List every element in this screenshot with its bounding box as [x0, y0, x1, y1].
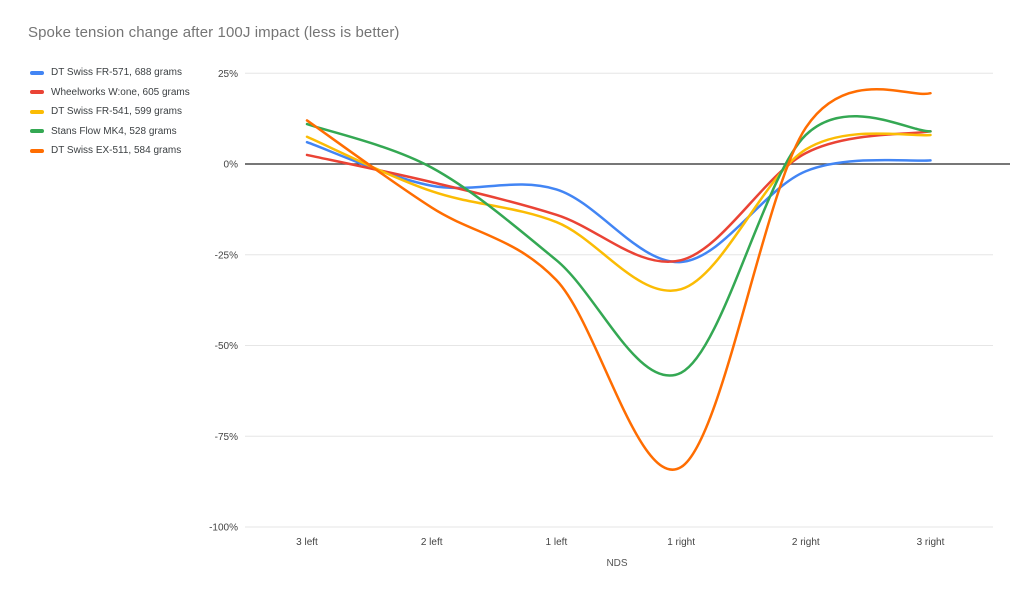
x-tick-label: 1 left [546, 537, 568, 548]
legend-item[interactable]: DT Swiss FR-541, 599 grams [30, 102, 190, 122]
y-tick-label: 25% [218, 69, 238, 80]
legend-swatch [30, 109, 44, 114]
series-lines [305, 88, 932, 471]
series-line[interactable] [305, 132, 932, 292]
legend-label: DT Swiss EX-511, 584 grams [51, 145, 182, 157]
legend-item[interactable]: Wheelworks W:one, 605 grams [30, 83, 190, 103]
y-tick-label: -75% [215, 432, 238, 443]
legend-swatch [30, 148, 44, 153]
legend-swatch [30, 70, 44, 75]
legend: DT Swiss FR-571, 688 grams Wheelworks W:o… [30, 63, 190, 161]
legend-label: Wheelworks W:one, 605 grams [51, 86, 190, 98]
chart-title: Spoke tension change after 100J impact (… [28, 24, 400, 41]
gridlines [245, 72, 1010, 528]
legend-item[interactable]: Stans Flow MK4, 528 grams [30, 122, 190, 142]
series-line[interactable] [305, 140, 932, 264]
legend-label: DT Swiss FR-541, 599 grams [51, 106, 182, 118]
legend-swatch [30, 129, 44, 134]
y-axis-labels: 25% 0% -25% -50% -75% -100% [209, 69, 238, 534]
x-axis-title: NDS [606, 558, 627, 569]
legend-label: DT Swiss FR-571, 688 grams [51, 67, 182, 79]
legend-label: Stans Flow MK4, 528 grams [51, 125, 177, 137]
series-line[interactable] [305, 88, 932, 471]
series-line[interactable] [305, 115, 932, 377]
x-axis-labels: 3 left 2 left 1 left 1 right 2 right 3 right [296, 537, 944, 548]
y-tick-label: -25% [215, 250, 238, 261]
x-tick-label: 1 right [667, 537, 695, 548]
y-tick-label: -50% [215, 341, 238, 352]
y-tick-label: 0% [224, 160, 239, 171]
x-tick-label: 3 left [296, 537, 318, 548]
legend-swatch [30, 90, 44, 95]
x-tick-label: 2 right [792, 537, 820, 548]
legend-item[interactable]: DT Swiss FR-571, 688 grams [30, 63, 190, 83]
legend-item[interactable]: DT Swiss EX-511, 584 grams [30, 141, 190, 161]
x-tick-label: 3 right [917, 537, 945, 548]
y-tick-label: -100% [209, 523, 238, 534]
x-tick-label: 2 left [421, 537, 443, 548]
series-line[interactable] [305, 130, 932, 263]
